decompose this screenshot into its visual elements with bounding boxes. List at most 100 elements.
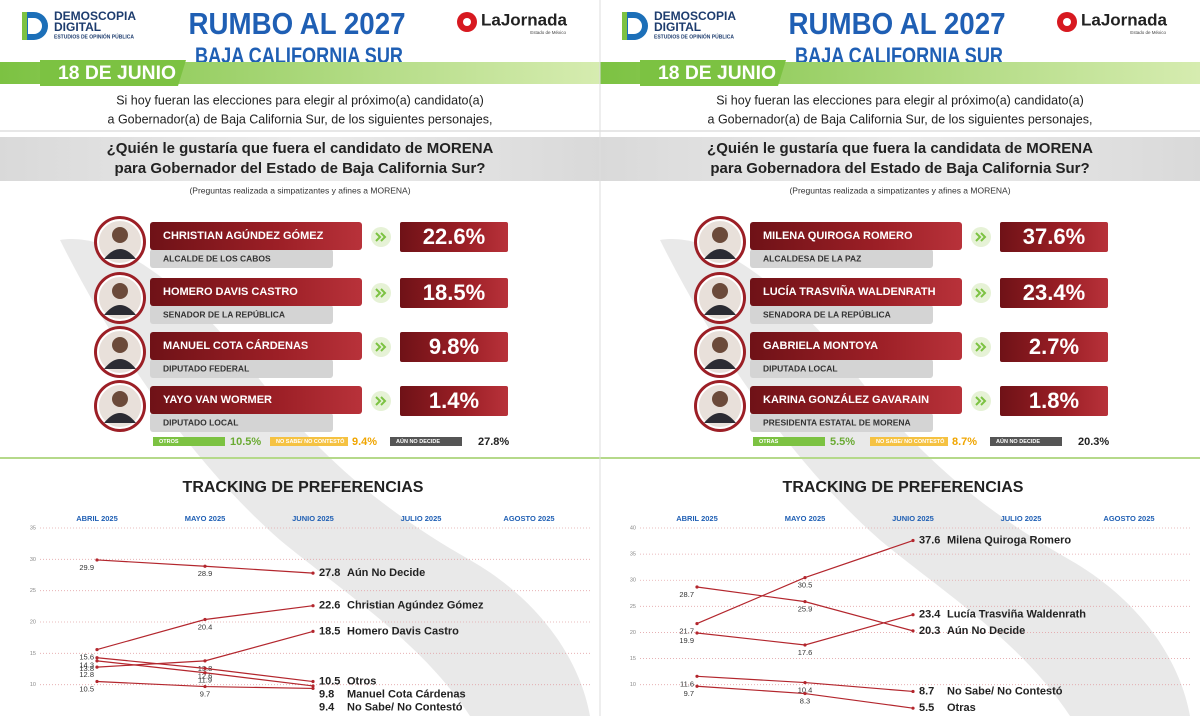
candidate-name: CHRISTIAN AGÚNDEZ GÓMEZ bbox=[163, 229, 324, 242]
intro-text: Si hoy fueran las elecciones para elegir… bbox=[116, 93, 484, 107]
role-bar bbox=[750, 249, 933, 268]
tracking-title: TRACKING DE PREFERENCIAS bbox=[783, 479, 1024, 496]
x-tick-label: MAYO 2025 bbox=[185, 514, 226, 523]
candidate-role: DIPUTADA LOCAL bbox=[763, 363, 838, 373]
candidate-name: MILENA QUIROGA ROMERO bbox=[763, 230, 913, 242]
point-label: 29.9 bbox=[79, 563, 94, 572]
candidate-photo-body bbox=[104, 359, 136, 369]
title: RUMBO AL 2027 bbox=[789, 6, 1006, 41]
y-tick-label: 10 bbox=[630, 682, 636, 688]
candidate-share: 22.6% bbox=[423, 224, 485, 249]
role-bar bbox=[750, 359, 933, 378]
series-point bbox=[203, 659, 207, 663]
role-bar bbox=[150, 359, 333, 378]
series-name: Lucía Trasviña Waldenrath bbox=[947, 609, 1086, 621]
point-label: 21.7 bbox=[679, 627, 694, 636]
chevron bbox=[375, 342, 387, 352]
share-box bbox=[400, 386, 508, 416]
x-tick-label: AGOSTO 2025 bbox=[1103, 514, 1154, 523]
end-value-label: 18.5 bbox=[319, 625, 340, 637]
candidate-share: 37.6% bbox=[1023, 224, 1085, 249]
others-share: 10.5% bbox=[230, 436, 261, 448]
y-tick-label: 35 bbox=[630, 552, 636, 558]
others-label: NO SABE/ NO CONTESTÓ bbox=[276, 437, 345, 445]
chevron bbox=[975, 288, 987, 298]
others-bar bbox=[870, 437, 948, 446]
candidate-photo-body bbox=[704, 413, 736, 423]
candidate-photo-body bbox=[704, 359, 736, 369]
point-label: 19.9 bbox=[679, 636, 694, 645]
others-bar bbox=[153, 437, 225, 446]
share-box bbox=[1000, 222, 1108, 252]
others-label: OTRAS bbox=[759, 439, 779, 445]
point-label: 11.6 bbox=[680, 679, 694, 688]
series-point bbox=[803, 600, 807, 604]
series-point bbox=[95, 558, 99, 562]
others-bar bbox=[270, 437, 348, 446]
share-box bbox=[400, 222, 508, 252]
role-bar bbox=[150, 305, 333, 324]
candidate-share: 1.4% bbox=[429, 388, 479, 413]
chevron bbox=[975, 342, 987, 352]
date: 18 DE JUNIO bbox=[658, 63, 776, 84]
brand-tagline: Estado de México bbox=[1130, 30, 1166, 35]
end-value-label: 37.6 bbox=[919, 534, 940, 546]
end-value-label: 20.3 bbox=[919, 625, 940, 637]
series-name: No Sabe/ No Contestó bbox=[947, 685, 1063, 697]
role-bar bbox=[150, 413, 333, 432]
tracking-title: TRACKING DE PREFERENCIAS bbox=[183, 479, 424, 496]
series-point bbox=[95, 665, 99, 669]
others-share: 20.3% bbox=[1078, 436, 1109, 448]
series-point bbox=[95, 656, 99, 660]
candidate-role: ALCALDESA DE LA PAZ bbox=[763, 253, 861, 263]
logo-mark-accent bbox=[622, 12, 627, 40]
logo-text: DIGITAL bbox=[54, 20, 101, 34]
series-point bbox=[695, 621, 699, 626]
question-band bbox=[0, 137, 600, 181]
point-label: 15.6 bbox=[79, 653, 94, 662]
chevron bbox=[975, 396, 987, 406]
point-label: 8.3 bbox=[800, 697, 810, 706]
date: 18 DE JUNIO bbox=[58, 63, 176, 84]
candidate-role: ALCALDE DE LOS CABOS bbox=[163, 253, 271, 263]
point-label: 9.7 bbox=[684, 689, 694, 698]
series-point bbox=[95, 659, 99, 663]
point-label: 10.5 bbox=[79, 685, 94, 694]
series-name: Milena Quiroga Romero bbox=[947, 534, 1071, 546]
question-text: ¿Quién le gustaría que fuera el candidat… bbox=[107, 140, 494, 157]
chevron bbox=[375, 288, 387, 298]
others-share: 9.4% bbox=[352, 436, 377, 448]
candidate-role: DIPUTADO FEDERAL bbox=[163, 363, 249, 373]
others-share: 5.5% bbox=[830, 436, 855, 448]
candidate-photo-head bbox=[112, 283, 128, 299]
series-name: Otros bbox=[347, 675, 376, 687]
title: RUMBO AL 2027 bbox=[189, 6, 406, 41]
end-value-label: 10.5 bbox=[319, 675, 340, 687]
logo-text: DEMOSCOPIA bbox=[654, 9, 736, 23]
share-box bbox=[400, 278, 508, 308]
candidate-role: SENADOR DE LA REPÚBLICA bbox=[163, 308, 285, 319]
name-bar bbox=[750, 222, 962, 250]
name-bar bbox=[150, 386, 362, 414]
role-bar bbox=[750, 305, 933, 324]
series-point bbox=[911, 629, 915, 633]
chevron bbox=[375, 396, 387, 406]
brand: LaJornada bbox=[1081, 10, 1168, 29]
brand-icon-inner bbox=[463, 18, 471, 26]
series-point bbox=[311, 571, 315, 575]
point-label: 13.8 bbox=[79, 664, 94, 673]
share-box bbox=[400, 332, 508, 362]
series-point bbox=[695, 585, 699, 589]
candidate-photo-head bbox=[112, 391, 128, 407]
candidate-photo-head bbox=[712, 227, 728, 243]
others-bar bbox=[390, 437, 462, 446]
candidate-name: GABRIELA MONTOYA bbox=[763, 340, 878, 352]
y-tick-label: 25 bbox=[630, 604, 636, 610]
candidate-role: DIPUTADO LOCAL bbox=[163, 417, 238, 427]
candidate-share: 1.8% bbox=[1029, 388, 1079, 413]
series-point bbox=[311, 679, 315, 684]
x-tick-label: ABRIL 2025 bbox=[676, 514, 718, 523]
y-tick-label: 10 bbox=[30, 682, 36, 688]
